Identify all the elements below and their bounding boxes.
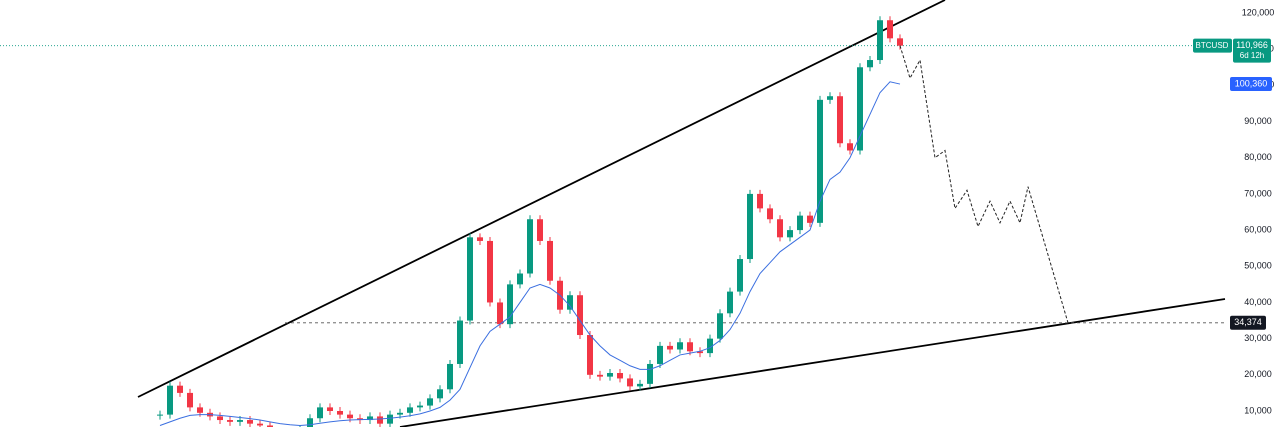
candle [237,420,243,422]
candle [657,345,663,364]
candle [367,416,373,421]
candle [767,208,773,220]
candle [727,291,733,314]
candle [257,423,263,426]
candle [307,418,313,427]
candle [417,405,423,408]
ma-tag [1230,77,1272,92]
level-tag [1230,315,1266,330]
candle [437,389,443,399]
trendline [137,0,946,398]
y-tick-label: 20,000 [1244,369,1272,379]
level-label: 34,374 [1234,317,1262,327]
candle [467,237,473,321]
candle [857,67,863,151]
candle [187,392,193,408]
candle [837,96,843,144]
candle [327,407,333,412]
candle [787,230,793,238]
candle [517,273,523,285]
ma-label: 100,360 [1235,78,1268,88]
y-tick-label: 40,000 [1244,297,1272,307]
candle [797,215,803,231]
candle [527,219,533,274]
candle [897,38,903,46]
candle [777,219,783,238]
candle [227,420,233,422]
candle [707,338,713,354]
candle [507,284,513,325]
candle [337,411,343,415]
candle [577,295,583,336]
moving-average [159,81,901,426]
candle [427,398,433,406]
candle [267,425,273,427]
candle [497,302,503,325]
candle [817,99,823,223]
y-tick-label: 90,000 [1244,116,1272,126]
y-tick-label: 10,000 [1244,405,1272,415]
y-tick-label: 30,000 [1244,333,1272,343]
candle [447,363,453,390]
candle [617,373,623,379]
projection [899,45,1069,323]
candle [687,342,693,352]
candle [807,215,813,223]
candle [567,295,573,310]
candle [717,313,723,339]
candle [317,407,323,419]
candle [157,414,163,416]
candle [397,412,403,415]
y-tick-label: 120,000 [1242,7,1275,17]
candle [827,96,833,100]
candle [867,60,873,68]
candle [457,320,463,364]
candle [647,363,653,384]
candle [217,416,223,421]
last-price-tag [1233,38,1271,63]
candle [347,414,353,419]
y-tick-label: 80,000 [1244,152,1272,162]
trendline [399,298,1226,427]
candle [607,373,613,377]
candle [597,374,603,377]
candle [547,240,553,281]
y-tick-label: 50,000 [1244,261,1272,271]
last-price-label: 110,966 [1236,40,1268,50]
candle [847,143,853,151]
candle [677,342,683,350]
candle [377,416,383,424]
candle [247,420,253,424]
symbol-tag [1193,38,1232,53]
y-tick-label: 60,000 [1244,224,1272,234]
candle [627,378,633,387]
countdown: 6d 12h [1240,51,1264,60]
symbol-label: BTCUSD [1196,41,1229,50]
candle [757,193,763,209]
candle [587,335,593,375]
candle [737,259,743,292]
candle [667,345,673,350]
candle [197,407,203,413]
candle [477,237,483,241]
y-tick-label: 70,000 [1244,188,1272,198]
candle [167,385,173,415]
candle [637,383,643,387]
candle [407,407,413,413]
candle [697,351,703,354]
candle [887,20,893,39]
candle [487,240,493,303]
candle [537,219,543,241]
candle [747,193,753,260]
candle [177,385,183,393]
candle [387,414,393,424]
candle [877,20,883,61]
candle [357,418,363,421]
